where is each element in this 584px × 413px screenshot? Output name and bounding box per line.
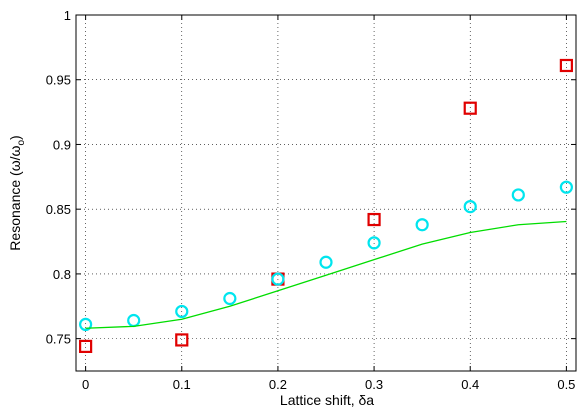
circle-marker <box>463 199 477 214</box>
x-tick-label: 0.5 <box>557 377 575 392</box>
circle-marker <box>511 188 525 202</box>
y-axis-label-subscript: o <box>16 140 27 146</box>
x-axis-label: Lattice shift, δa <box>280 392 374 408</box>
square-marker <box>79 339 93 354</box>
circle-marker <box>367 236 381 250</box>
plot-frame <box>75 14 577 372</box>
series-line <box>85 220 567 329</box>
x-tick-label: 0.3 <box>365 377 383 392</box>
y-tick-label: 0.75 <box>46 332 71 347</box>
y-axis-label: Resonance (ω/ωo) <box>7 135 27 250</box>
y-tick-label: 0.95 <box>46 73 71 88</box>
x-tick-label: 0.2 <box>269 377 287 392</box>
square-marker <box>559 58 573 73</box>
y-axis-label-suffix: ) <box>7 135 23 140</box>
plot-content <box>79 58 573 354</box>
circle-marker <box>271 272 285 286</box>
circle-marker <box>223 291 237 306</box>
circle-marker <box>79 317 93 331</box>
grid-lines <box>76 14 576 371</box>
x-tick-label: 0.1 <box>173 377 191 392</box>
circle-marker <box>175 304 189 319</box>
circle-marker <box>559 180 573 194</box>
square-marker <box>367 212 381 227</box>
axis-ticks <box>76 14 576 371</box>
y-tick-label: 0.8 <box>53 267 71 282</box>
square-marker <box>175 333 189 347</box>
circle-marker <box>319 255 333 269</box>
x-tick-label: 0.4 <box>461 377 479 392</box>
y-tick-label: 0.9 <box>53 137 71 152</box>
tick-labels: 0 0.1 0.2 0.3 0.4 0.5 0.75 0.8 0.85 0.9 0.95 1 <box>46 8 576 392</box>
square-marker <box>463 101 477 115</box>
x-tick-label: 0 <box>82 377 89 392</box>
y-tick-label: 0.85 <box>46 202 71 217</box>
circle-marker <box>415 218 429 232</box>
y-axis-label-main: Resonance (ω/ω <box>7 145 23 250</box>
y-tick-label: 1 <box>64 8 71 23</box>
series-line <box>85 220 567 329</box>
